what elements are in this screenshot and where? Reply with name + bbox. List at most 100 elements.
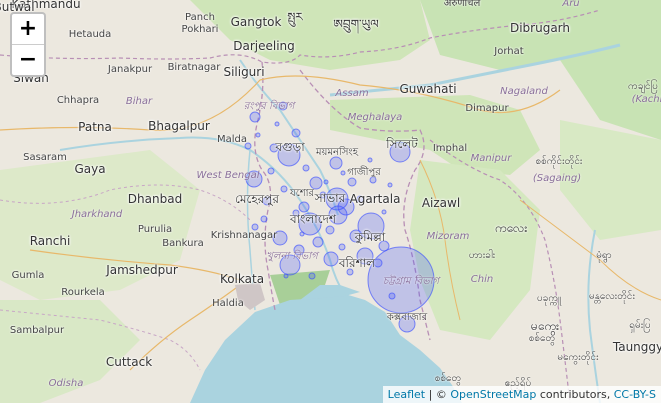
circle-marker[interactable]	[277, 143, 301, 167]
circle-marker[interactable]	[388, 292, 396, 300]
leaflet-link[interactable]: Leaflet	[387, 388, 426, 401]
circle-marker[interactable]	[245, 170, 263, 188]
circle-marker[interactable]	[329, 156, 343, 170]
label-rourkela: Rourkela	[61, 287, 105, 298]
label-rangpur-div: রংপুর বিভাগ	[243, 101, 295, 112]
circle-marker[interactable]	[274, 121, 280, 127]
osm-link[interactable]: OpenStreetMap	[450, 388, 537, 401]
circle-marker[interactable]	[251, 223, 259, 231]
label-dibrugarh: Dibrugarh	[509, 21, 571, 35]
circle-marker[interactable]	[283, 273, 289, 279]
circle-marker[interactable]	[338, 243, 346, 251]
circle-marker[interactable]	[349, 229, 363, 243]
circle-marker[interactable]	[262, 196, 272, 206]
circle-marker[interactable]	[269, 143, 279, 153]
circle-marker[interactable]	[279, 254, 301, 276]
label-bihar: Bihar	[125, 96, 153, 107]
circle-marker[interactable]	[356, 247, 374, 265]
label-odisha: Odisha	[48, 378, 84, 389]
label-kalay: ကလေး	[494, 221, 528, 235]
circle-marker[interactable]	[378, 240, 390, 252]
circle-marker[interactable]	[319, 191, 327, 199]
zoom-in-button[interactable]: +	[12, 14, 44, 45]
label-sylhet: সিলেট	[386, 137, 418, 151]
circle-marker[interactable]	[267, 167, 275, 175]
label-savar: সাভার	[314, 191, 346, 205]
label-ranchi: Ranchi	[29, 234, 71, 248]
circle-marker[interactable]	[255, 132, 261, 138]
label-dhanbad: Dhanbad	[127, 192, 183, 206]
label-krishnanagar: Krishnanagar	[210, 230, 278, 241]
label-taunggyi-mm: ရှမ်းပြ	[629, 320, 651, 331]
circle-marker[interactable]	[272, 230, 288, 246]
label-sittwe: စစ်တွေ	[528, 333, 556, 344]
label-manipur: Manipur	[470, 153, 512, 164]
label-sagaing: စစ်ကိုင်းတိုင်း	[535, 156, 583, 167]
label-gangtok: Gangtok	[230, 15, 282, 29]
circle-marker[interactable]	[357, 212, 385, 240]
label-siliguri: Siliguri	[223, 65, 265, 79]
label-haldia: Haldia	[212, 298, 244, 309]
label-bhagalpur: Bhagalpur	[148, 119, 210, 133]
circle-marker[interactable]	[323, 251, 339, 267]
circle-marker[interactable]	[346, 268, 354, 276]
circle-marker[interactable]	[299, 231, 305, 237]
circle-marker[interactable]	[298, 201, 310, 213]
label-darjeeling: Darjeeling	[233, 39, 295, 53]
label-malda: Malda	[216, 134, 248, 145]
circle-marker[interactable]	[308, 272, 316, 280]
label-bhutan-1: སྤུར	[287, 10, 303, 24]
label-purulia: Purulia	[137, 224, 173, 235]
label-imphal: Imphal	[432, 143, 468, 154]
label-agartala: Agartala	[349, 192, 401, 206]
label-gaya: Gaya	[74, 162, 106, 176]
circle-marker[interactable]	[244, 142, 252, 150]
label-bhutan-2: ཨབྲུག་ཡུལ	[333, 17, 379, 31]
circle-marker[interactable]	[340, 170, 346, 176]
zoom-out-button[interactable]: −	[18, 47, 38, 72]
circle-marker[interactable]	[367, 157, 373, 163]
circle-marker[interactable]	[369, 176, 377, 184]
label-sagaing-2: (Sagaing)	[532, 173, 582, 184]
circle-marker[interactable]	[323, 179, 329, 185]
circle-marker[interactable]	[302, 164, 310, 172]
circle-marker[interactable]	[278, 101, 288, 111]
circle-marker[interactable]	[260, 215, 268, 223]
circle-marker[interactable]	[312, 236, 324, 248]
circle-marker[interactable]	[387, 182, 393, 188]
label-mymensingh: ময়মনসিংহ	[316, 147, 358, 158]
label-khulna-div: খুলনা বিভাগ	[266, 251, 318, 262]
label-aizawl: Aizawl	[421, 196, 461, 210]
label-kachin: ကချင်ပြ	[628, 81, 658, 92]
circle-marker[interactable]	[373, 258, 383, 268]
circle-marker[interactable]	[249, 111, 261, 123]
circle-marker[interactable]	[398, 315, 416, 333]
license-link[interactable]: CC-BY-S	[613, 388, 656, 401]
circle-marker[interactable]	[298, 212, 322, 236]
label-kumilla: কুমিল্লা	[354, 230, 386, 244]
circle-marker[interactable]	[389, 141, 411, 163]
circle-marker[interactable]	[292, 209, 300, 217]
label-butwal: Butwal	[0, 0, 35, 14]
circle-marker[interactable]	[337, 198, 355, 216]
label-chhapra: Chhapra	[56, 95, 100, 106]
circle-marker[interactable]	[325, 225, 335, 235]
circle-marker[interactable]	[356, 195, 364, 203]
circle-marker[interactable]	[309, 176, 323, 190]
label-jharkhand: Jharkhand	[71, 209, 123, 220]
circle-marker[interactable]	[367, 246, 435, 314]
circle-marker[interactable]	[280, 185, 288, 193]
label-kathmandu: Kathmandu	[11, 0, 81, 11]
circle-marker[interactable]	[293, 244, 305, 256]
circle-marker[interactable]	[381, 209, 387, 215]
circle-marker[interactable]	[291, 128, 301, 138]
label-arunachal: अरुणाचल	[443, 0, 481, 9]
label-nagaland: Nagaland	[500, 86, 548, 97]
label-biratnagar: Biratnagar	[167, 62, 221, 73]
label-janakpur: Janakpur	[107, 64, 153, 75]
attribution: Leaflet | © OpenStreetMap contributors, …	[382, 386, 661, 403]
circle-marker[interactable]	[347, 177, 357, 187]
